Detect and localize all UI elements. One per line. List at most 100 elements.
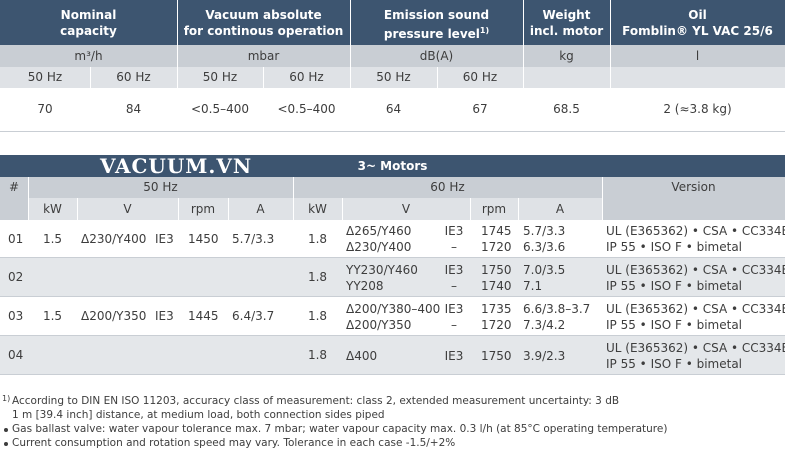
divider [350, 0, 351, 88]
divider [610, 0, 611, 88]
sub-band-version [602, 198, 785, 220]
divider [178, 198, 179, 220]
group-band [0, 177, 785, 198]
no: 03 [8, 309, 24, 323]
a60: 5.7/3.3 [523, 224, 566, 238]
v60: Δ230/Y400 [346, 240, 412, 254]
kw60: 1.8 [307, 270, 328, 284]
a60: 7.3/4.2 [523, 317, 566, 332]
value: <0.5–400 [190, 102, 250, 116]
a60: 6.3/3.6 [523, 240, 566, 254]
value: 68.5 [553, 102, 580, 116]
sub-header: kW [308, 202, 327, 216]
v60: Δ400 [346, 348, 378, 363]
footnote-text: 1 m [39.4 inch] distance, at medium load… [12, 409, 385, 421]
frequency: 50 Hz [27, 70, 63, 84]
version: IP 55 • ISO F • bimetal [606, 356, 743, 371]
value: <0.5–400 [277, 102, 336, 116]
ie60: IE3 [444, 301, 464, 316]
frequency: 60 Hz [116, 70, 151, 84]
divider [470, 198, 471, 220]
ie60: IE3 [444, 262, 464, 277]
group-header: 50 Hz [143, 180, 178, 194]
kw60: 1.8 [307, 309, 328, 323]
row-shade [0, 258, 785, 297]
rpm60: 1750 [481, 262, 512, 277]
kw60: 1.8 [307, 348, 328, 362]
sub-header: A [256, 202, 265, 216]
sub-header: kW [43, 202, 62, 216]
row-rule [0, 335, 785, 336]
column-header: Nominal capacity [60, 8, 117, 38]
header-band [0, 0, 785, 45]
unit: dB(A) [419, 49, 454, 63]
column-header: Weight incl. motor [529, 8, 604, 38]
no: 02 [8, 270, 24, 284]
sub-band [28, 198, 602, 220]
frequency: 60 Hz [289, 70, 324, 84]
ie60: – [451, 278, 457, 293]
rpm50: 1450 [188, 232, 219, 246]
ie60: – [451, 240, 457, 254]
divider [342, 198, 343, 220]
rpm60: 1750 [481, 348, 512, 363]
column-header: Vacuum absolute for continous operation [183, 8, 344, 38]
column-header: Oil Fomblin® YL VAC 25/6 [622, 8, 773, 38]
sub-header: A [555, 202, 565, 216]
a50: 5.7/3.3 [232, 232, 275, 246]
a60: 7.0/3.5 [523, 262, 566, 277]
value: 67 [472, 102, 488, 116]
ie60: IE3 [444, 348, 464, 363]
version: UL (E365362) • CSA • CC334B [606, 301, 785, 316]
ie50: IE3 [155, 309, 174, 323]
a60: 7.1 [523, 278, 543, 293]
divider [437, 67, 438, 88]
sub-header: rpm [481, 202, 507, 216]
v50: Δ230/Y400 [81, 232, 147, 246]
group-header: Version [671, 180, 716, 194]
kw60: 1.8 [307, 232, 328, 246]
footnote-text: According to DIN EN ISO 11203, accuracy … [12, 395, 620, 407]
kw50: 1.5 [42, 232, 63, 246]
version: UL (E365362) • CSA • CC334B [606, 224, 785, 238]
row-rule [0, 374, 785, 375]
rpm60: 1720 [481, 317, 512, 332]
row-shade [0, 336, 785, 375]
value: 84 [125, 102, 142, 116]
divider [228, 198, 229, 220]
frequency: 50 Hz [376, 70, 411, 84]
v60: Δ200/Y350 [346, 317, 412, 332]
rpm60: 1740 [481, 278, 512, 293]
table-title: 3~ Motors [357, 159, 428, 173]
sub-header: V [401, 202, 411, 216]
version: UL (E365362) • CSA • CC334B [606, 262, 785, 277]
column-header: Emission sound pressure level1) [383, 8, 490, 41]
v50: Δ200/Y350 [81, 309, 147, 323]
footnote-ref: 1) [479, 26, 490, 35]
no: 04 [8, 348, 24, 362]
version: IP 55 • ISO F • bimetal [606, 278, 743, 293]
rule [0, 131, 785, 132]
rpm60: 1745 [481, 224, 512, 238]
frequency: 50 Hz [202, 70, 238, 84]
version: IP 55 • ISO F • bimetal [606, 240, 743, 254]
row-rule [0, 257, 785, 258]
divider [177, 0, 178, 88]
value: 64 [385, 102, 402, 116]
rpm60: 1720 [481, 240, 512, 254]
divider [523, 0, 524, 88]
ie60: – [451, 317, 457, 332]
version: UL (E365362) • CSA • CC334B [606, 340, 785, 355]
divider [263, 67, 264, 88]
footnote-text: Current consumption and rotation speed m… [12, 437, 456, 449]
v60: YY208 [346, 278, 384, 293]
watermark: VACUUM.VN [100, 154, 253, 178]
row-rule [0, 296, 785, 297]
group-header: # [8, 180, 20, 194]
bullet [4, 428, 8, 432]
sub-header: V [123, 202, 132, 216]
v60: Δ265/Y460 [346, 224, 412, 238]
unit: kg [559, 49, 574, 63]
frequency: 60 Hz [462, 70, 498, 84]
